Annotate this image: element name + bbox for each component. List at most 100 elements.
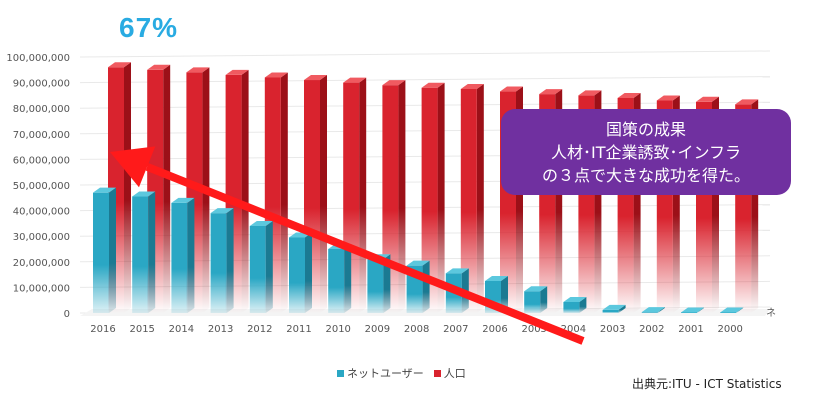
x-tick-label: 2009 — [365, 324, 390, 335]
internet-users-bar-top — [485, 276, 508, 281]
internet-users-bar-side — [540, 286, 548, 313]
x-axis: 2016 2015 2014 2013 2012 2011 2010 2009 2008 2007… — [90, 324, 743, 335]
population-bar-side — [280, 72, 288, 313]
internet-users-bar-top — [524, 286, 548, 292]
internet-users-bar-side — [579, 296, 587, 313]
internet-users-bar-front — [720, 312, 737, 313]
legend-label-internet-users: ネットユーザー — [347, 367, 424, 380]
legend-item-internet-users: ネットユーザー — [337, 365, 424, 381]
callout-line-2: 人材･IT企業誘致･インフラ — [550, 142, 741, 162]
internet-users-bar-side — [344, 244, 352, 313]
internet-users-series — [93, 187, 744, 313]
internet-users-bar — [563, 296, 587, 313]
internet-users-bar-front — [641, 312, 658, 313]
y-tick-label: 10,000,000 — [13, 283, 70, 294]
internet-users-bar-side — [697, 307, 704, 313]
population-bar-top — [343, 77, 367, 83]
x-tick-label: 2000 — [717, 324, 742, 335]
y-tick-label: 40,000,000 — [13, 207, 70, 218]
internet-users-bar-front — [171, 202, 188, 313]
internet-users-bar — [328, 244, 352, 313]
population-bar-top — [186, 67, 210, 73]
population-bar-top — [500, 86, 523, 92]
x-tick-label: 2005 — [521, 324, 546, 335]
internet-users-bar-front — [563, 301, 580, 313]
x-tick-label: 2001 — [678, 324, 703, 335]
population-bar — [421, 82, 445, 313]
x-tick-label: 2015 — [129, 324, 154, 335]
internet-users-bar — [210, 208, 234, 313]
source-credit: 出典元:ITU - ICT Statistics — [632, 377, 782, 391]
internet-users-bar-top — [171, 197, 195, 203]
population-bar-top — [696, 96, 719, 102]
callout-line-3: の３点で大きな成功を得た。 — [541, 165, 750, 185]
legend-swatch-internet-users — [337, 369, 344, 377]
x-tick-label: 2012 — [247, 324, 272, 335]
population-bar-top — [460, 84, 484, 89]
population-bar-front — [460, 89, 477, 313]
legend-swatch-population — [433, 369, 441, 377]
population-bar-side — [124, 62, 131, 313]
internet-users-bar — [171, 197, 195, 313]
internet-users-bar-side — [148, 191, 156, 313]
y-tick-label: 0 — [64, 309, 70, 320]
y-tick-label: 100,000,000 — [6, 53, 70, 64]
internet-users-bar-side — [383, 254, 391, 313]
internet-users-bar-top — [681, 307, 704, 313]
internet-users-bar-front — [210, 213, 227, 313]
internet-users-bar-side — [618, 304, 626, 313]
x-tick-label: 2013 — [208, 324, 233, 335]
arrow-shaft — [145, 163, 585, 345]
legend-item-population: 人口 — [433, 365, 466, 381]
x-tick-label: 2016 — [90, 324, 115, 335]
x-tick-label: 2006 — [482, 324, 507, 335]
internet-users-bar-front — [328, 249, 345, 313]
population-bar-top — [539, 89, 563, 95]
internet-users-bar — [681, 307, 704, 313]
internet-users-bar-top — [563, 296, 587, 302]
x-tick-label: 2008 — [404, 324, 429, 335]
growth-arrow — [110, 146, 585, 345]
x-tick-label: 2011 — [286, 324, 311, 335]
y-tick-label: 60,000,000 — [13, 155, 70, 166]
internet-users-bar-side — [305, 232, 312, 313]
x-tick-label: 2014 — [169, 324, 194, 335]
callout-box: 国策の成果 人材･IT企業誘致･インフラ の３点で大きな成功を得た。 — [501, 109, 791, 195]
internet-users-bar-side — [265, 220, 273, 313]
internet-users-bar — [524, 286, 548, 313]
population-bar-top — [108, 62, 131, 68]
x-tick-label: 2010 — [325, 324, 350, 335]
population-bar-front — [421, 87, 438, 313]
population-bar-side — [437, 82, 445, 313]
internet-users-bar — [93, 187, 116, 313]
population-bar-top — [382, 80, 406, 86]
x-tick-label: 2007 — [443, 324, 468, 335]
population-bar-top — [225, 69, 249, 75]
internet-users-bar-top — [445, 268, 469, 274]
headline-percentage: 67% — [119, 12, 179, 43]
population-bar-top — [264, 72, 288, 78]
y-tick-label: 80,000,000 — [13, 104, 70, 115]
y-tick-label: 70,000,000 — [13, 130, 70, 141]
internet-users-bar-top — [641, 307, 665, 313]
population-bar — [460, 84, 484, 313]
internet-users-bar-top — [132, 191, 156, 197]
internet-users-bar-front — [524, 291, 541, 313]
population-bar-side — [359, 77, 367, 313]
population-bar-top — [147, 64, 171, 70]
internet-users-bar-side — [422, 260, 430, 313]
internet-users-bar-front — [249, 225, 266, 313]
internet-users-bar-front — [602, 309, 619, 313]
internet-users-bar-side — [187, 197, 195, 313]
internet-users-bar-side — [657, 307, 665, 313]
x-tick-label: 2004 — [561, 324, 586, 335]
population-bar-top — [656, 95, 680, 101]
population-bar-side — [241, 69, 249, 313]
internet-users-bar — [720, 307, 744, 313]
internet-users-bar-side — [736, 307, 744, 313]
internet-users-bar-side — [226, 208, 234, 313]
x-tick-label: 2003 — [600, 324, 625, 335]
internet-users-bar-top — [720, 307, 744, 313]
internet-users-bar-side — [501, 276, 508, 313]
